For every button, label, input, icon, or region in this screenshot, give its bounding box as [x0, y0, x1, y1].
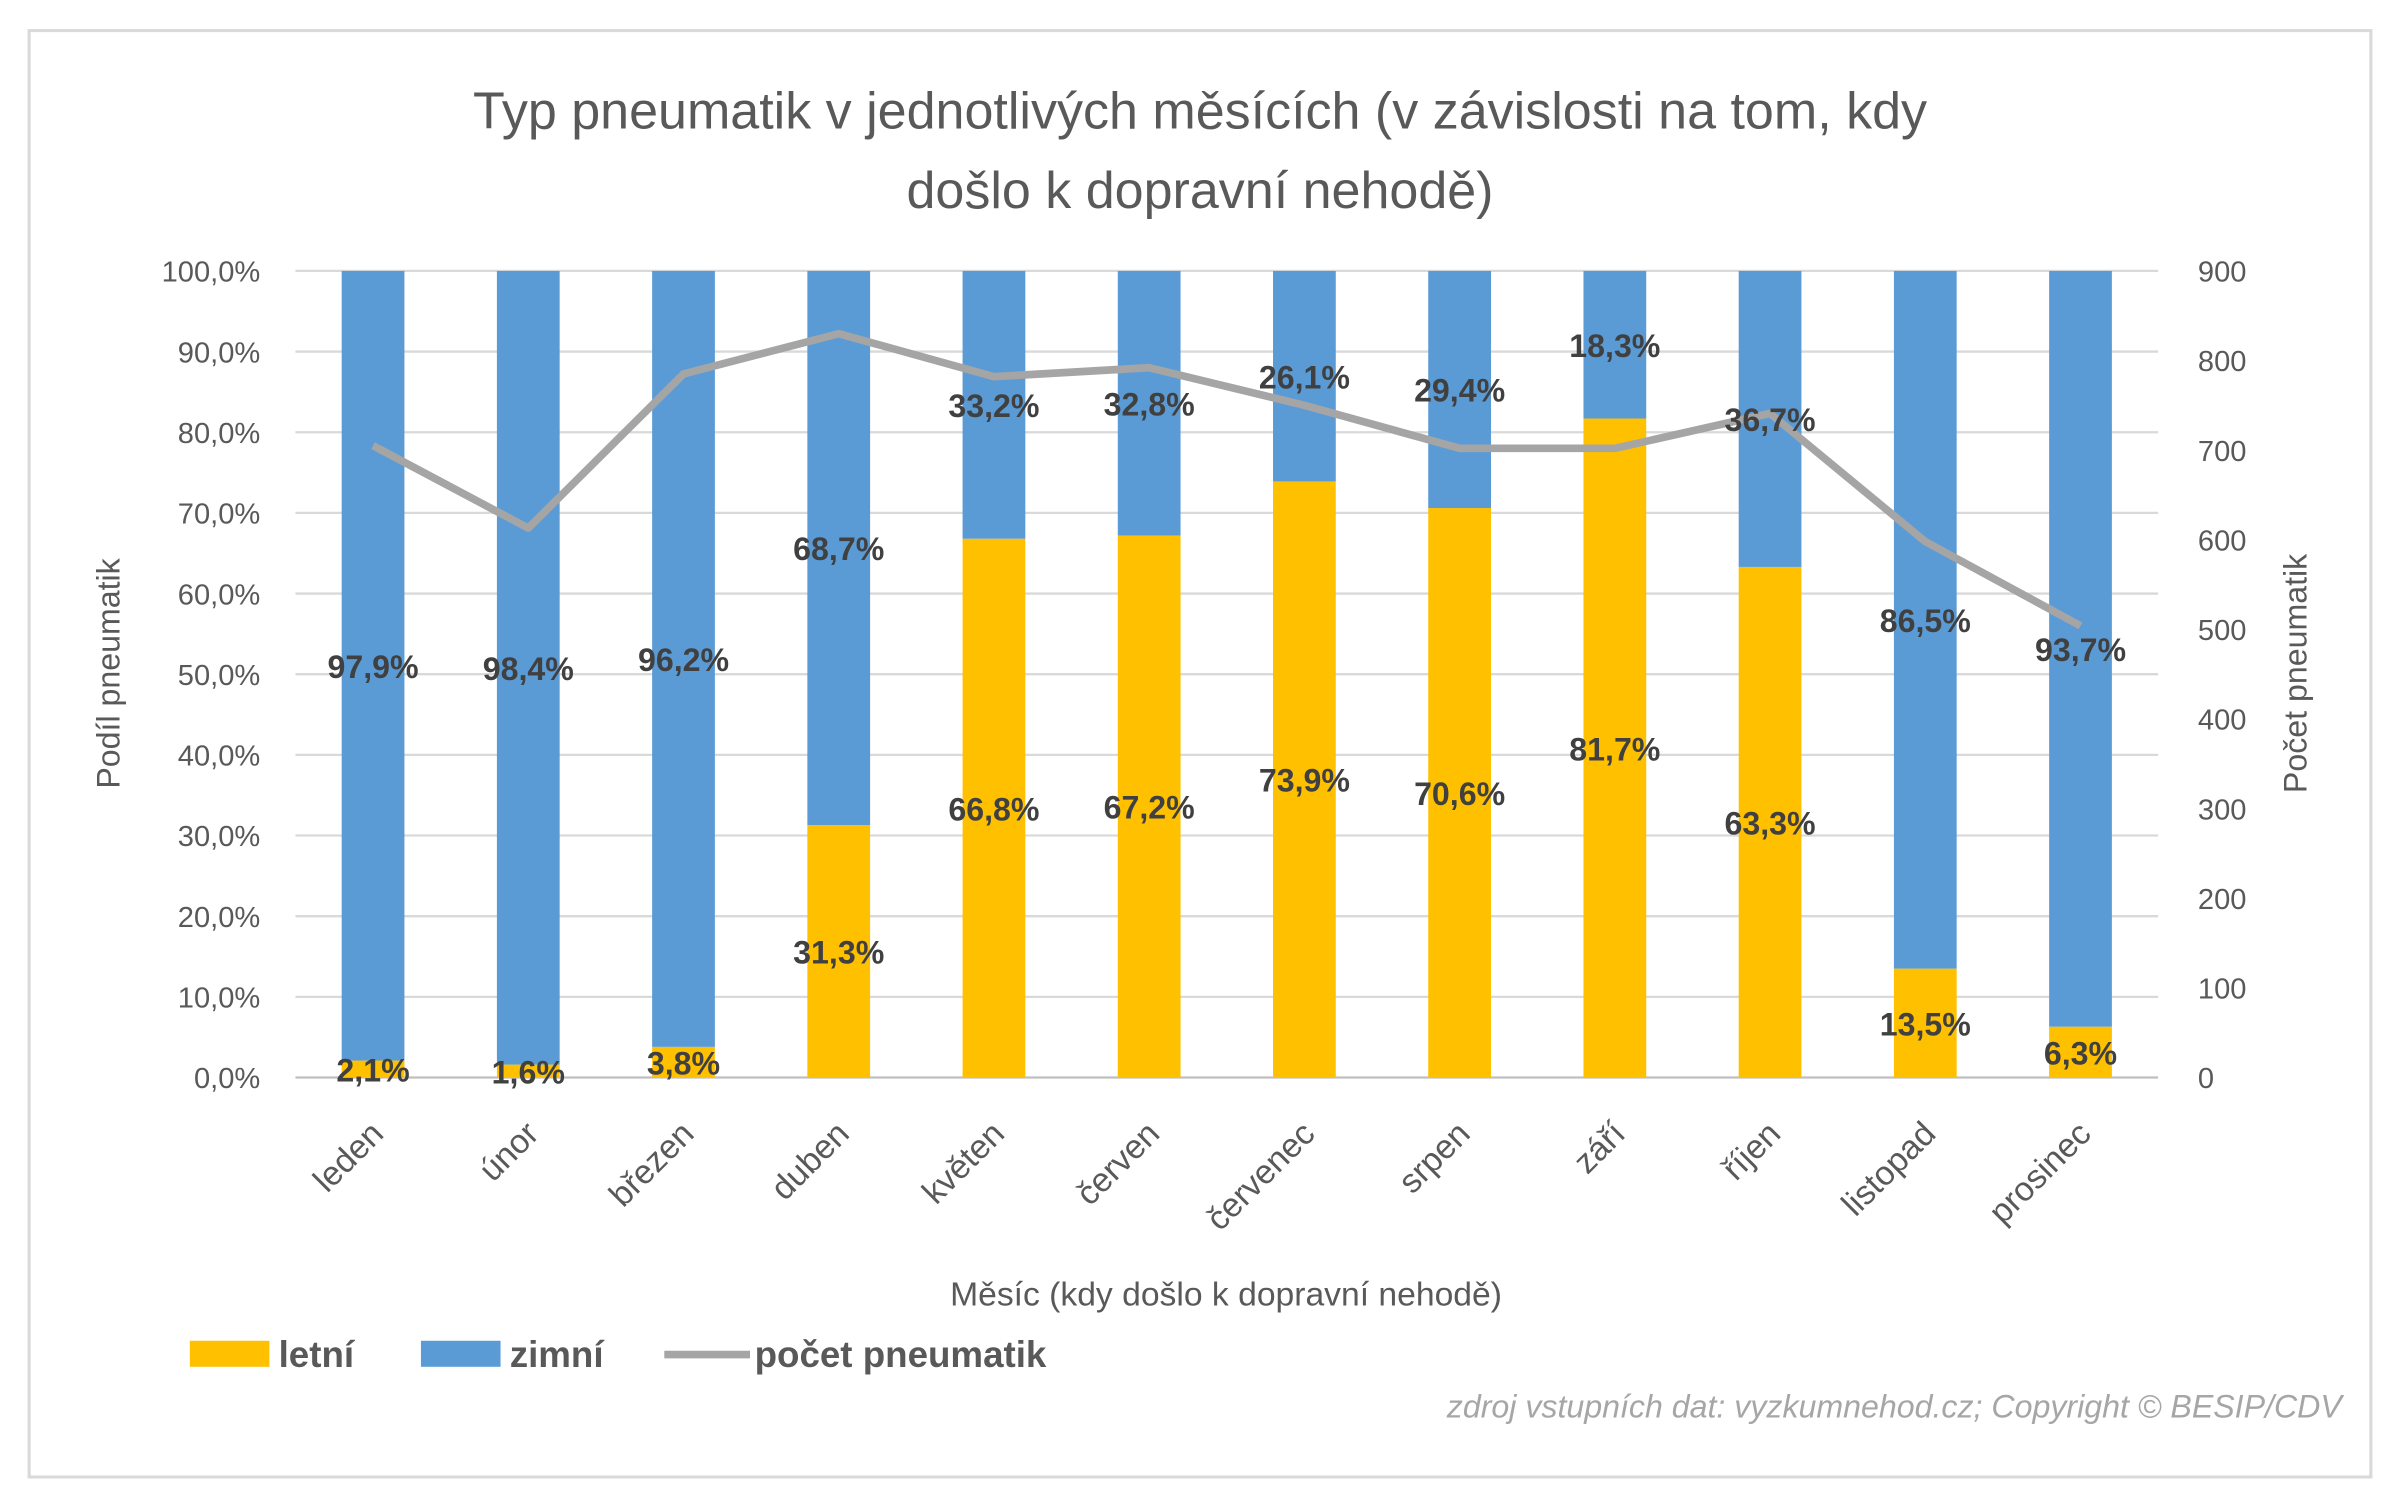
y-tick-label: 0,0% [194, 1063, 260, 1095]
y2-tick-label: 200 [2198, 884, 2247, 916]
y-tick-label: 90,0% [178, 337, 260, 369]
data-label-letni: 31,3% [793, 935, 884, 971]
bar-letni [1273, 481, 1336, 1078]
y-axis-label: Podíl pneumatik [90, 557, 126, 788]
bar-zimni [2049, 270, 2112, 1027]
y-tick-label: 100,0% [162, 257, 261, 289]
data-label-zimni: 97,9% [328, 649, 419, 685]
data-label-zimni: 36,7% [1725, 402, 1816, 438]
line-pocet-pneumatik [371, 329, 2083, 630]
bar-letni [496, 1064, 560, 1078]
bar-letni [652, 1046, 715, 1078]
legend-swatch-letni [189, 1340, 270, 1367]
bar-letni [2049, 1026, 2112, 1078]
y2-tick-label: 900 [2198, 257, 2247, 289]
bar-letni [1428, 508, 1491, 1078]
data-label-zimni: 93,7% [2035, 632, 2126, 668]
y-tick-label: 30,0% [178, 821, 260, 853]
source-note: zdroj vstupních dat: vyzkumnehod.cz; Cop… [1446, 1388, 2345, 1424]
data-label-zimni: 26,1% [1259, 359, 1350, 395]
y-tick-label: 80,0% [178, 418, 260, 450]
y2-tick-label: 100 [2198, 974, 2247, 1006]
data-label-zimni: 96,2% [638, 642, 729, 678]
y2-axis-label: Počet pneumatik [2278, 553, 2314, 793]
bar-zimni [496, 270, 560, 1065]
y-tick-label: 10,0% [178, 983, 260, 1015]
bar-letni [1893, 968, 1957, 1078]
y-tick-label: 50,0% [178, 660, 260, 692]
data-label-letni: 70,6% [1414, 776, 1505, 812]
legend-label-letni: letní [279, 1334, 356, 1375]
bar-zimni [807, 270, 871, 826]
data-label-letni: 6,3% [2044, 1035, 2117, 1071]
data-label-letni: 63,3% [1725, 805, 1816, 841]
data-label-letni: 66,8% [948, 791, 1039, 827]
y2-tick-label: 400 [2198, 705, 2247, 737]
data-label-zimni: 29,4% [1414, 373, 1505, 409]
y2-tick-label: 300 [2198, 794, 2247, 826]
bar-letni [1583, 418, 1647, 1078]
x-axis-label: Měsíc (kdy došlo k dopravní nehodě) [950, 1277, 1502, 1314]
y2-tick-label: 700 [2198, 436, 2247, 468]
chart-title-line-2: došlo k dopravní nehodě) [906, 162, 1493, 220]
y2-tick-label: 0 [2198, 1063, 2214, 1095]
y2-tick-label: 500 [2198, 615, 2247, 647]
data-label-letni: 1,6% [492, 1054, 565, 1090]
chart-title-line-1: Typ pneumatik v jednotlivých měsících (v… [473, 83, 1927, 141]
bar-zimni [1583, 270, 1647, 419]
bar-letni [1117, 535, 1181, 1078]
data-label-zimni: 32,8% [1104, 386, 1195, 422]
y2-tick-label: 600 [2198, 525, 2247, 557]
bar-zimni [962, 270, 1026, 539]
y2-tick-label: 800 [2198, 346, 2247, 378]
legend-label-zimni: zimní [510, 1334, 606, 1375]
legend-swatch-zimni [420, 1340, 501, 1367]
legend-label-pocet: počet pneumatik [755, 1334, 1047, 1375]
y-tick-label: 70,0% [178, 499, 260, 531]
bar-letni [962, 538, 1026, 1078]
data-label-zimni: 68,7% [793, 531, 884, 567]
data-label-zimni: 33,2% [948, 388, 1039, 424]
y-tick-label: 40,0% [178, 741, 260, 773]
legend: letní zimní počet pneumatik [189, 1334, 1047, 1375]
bar-letni [1738, 566, 1802, 1078]
data-label-letni: 13,5% [1880, 1006, 1971, 1042]
bar-letni [341, 1060, 405, 1078]
bar-zimni [1117, 270, 1181, 536]
bar-zimni [341, 270, 405, 1061]
y-tick-label: 60,0% [178, 579, 260, 611]
data-label-zimni: 86,5% [1880, 603, 1971, 639]
data-label-letni: 2,1% [336, 1052, 409, 1088]
data-label-letni: 67,2% [1104, 790, 1195, 826]
data-label-letni: 73,9% [1259, 763, 1350, 799]
bar-letni [807, 825, 871, 1078]
bar-zimni [652, 270, 715, 1047]
data-label-letni: 81,7% [1569, 731, 1660, 767]
bar-zimni [1428, 270, 1491, 509]
data-label-zimni: 98,4% [483, 651, 574, 687]
bar-zimni [1273, 270, 1336, 482]
data-label-letni: 3,8% [647, 1045, 720, 1081]
bar-zimni [1893, 270, 1957, 969]
y-tick-label: 20,0% [178, 902, 260, 934]
data-label-zimni: 18,3% [1569, 328, 1660, 364]
